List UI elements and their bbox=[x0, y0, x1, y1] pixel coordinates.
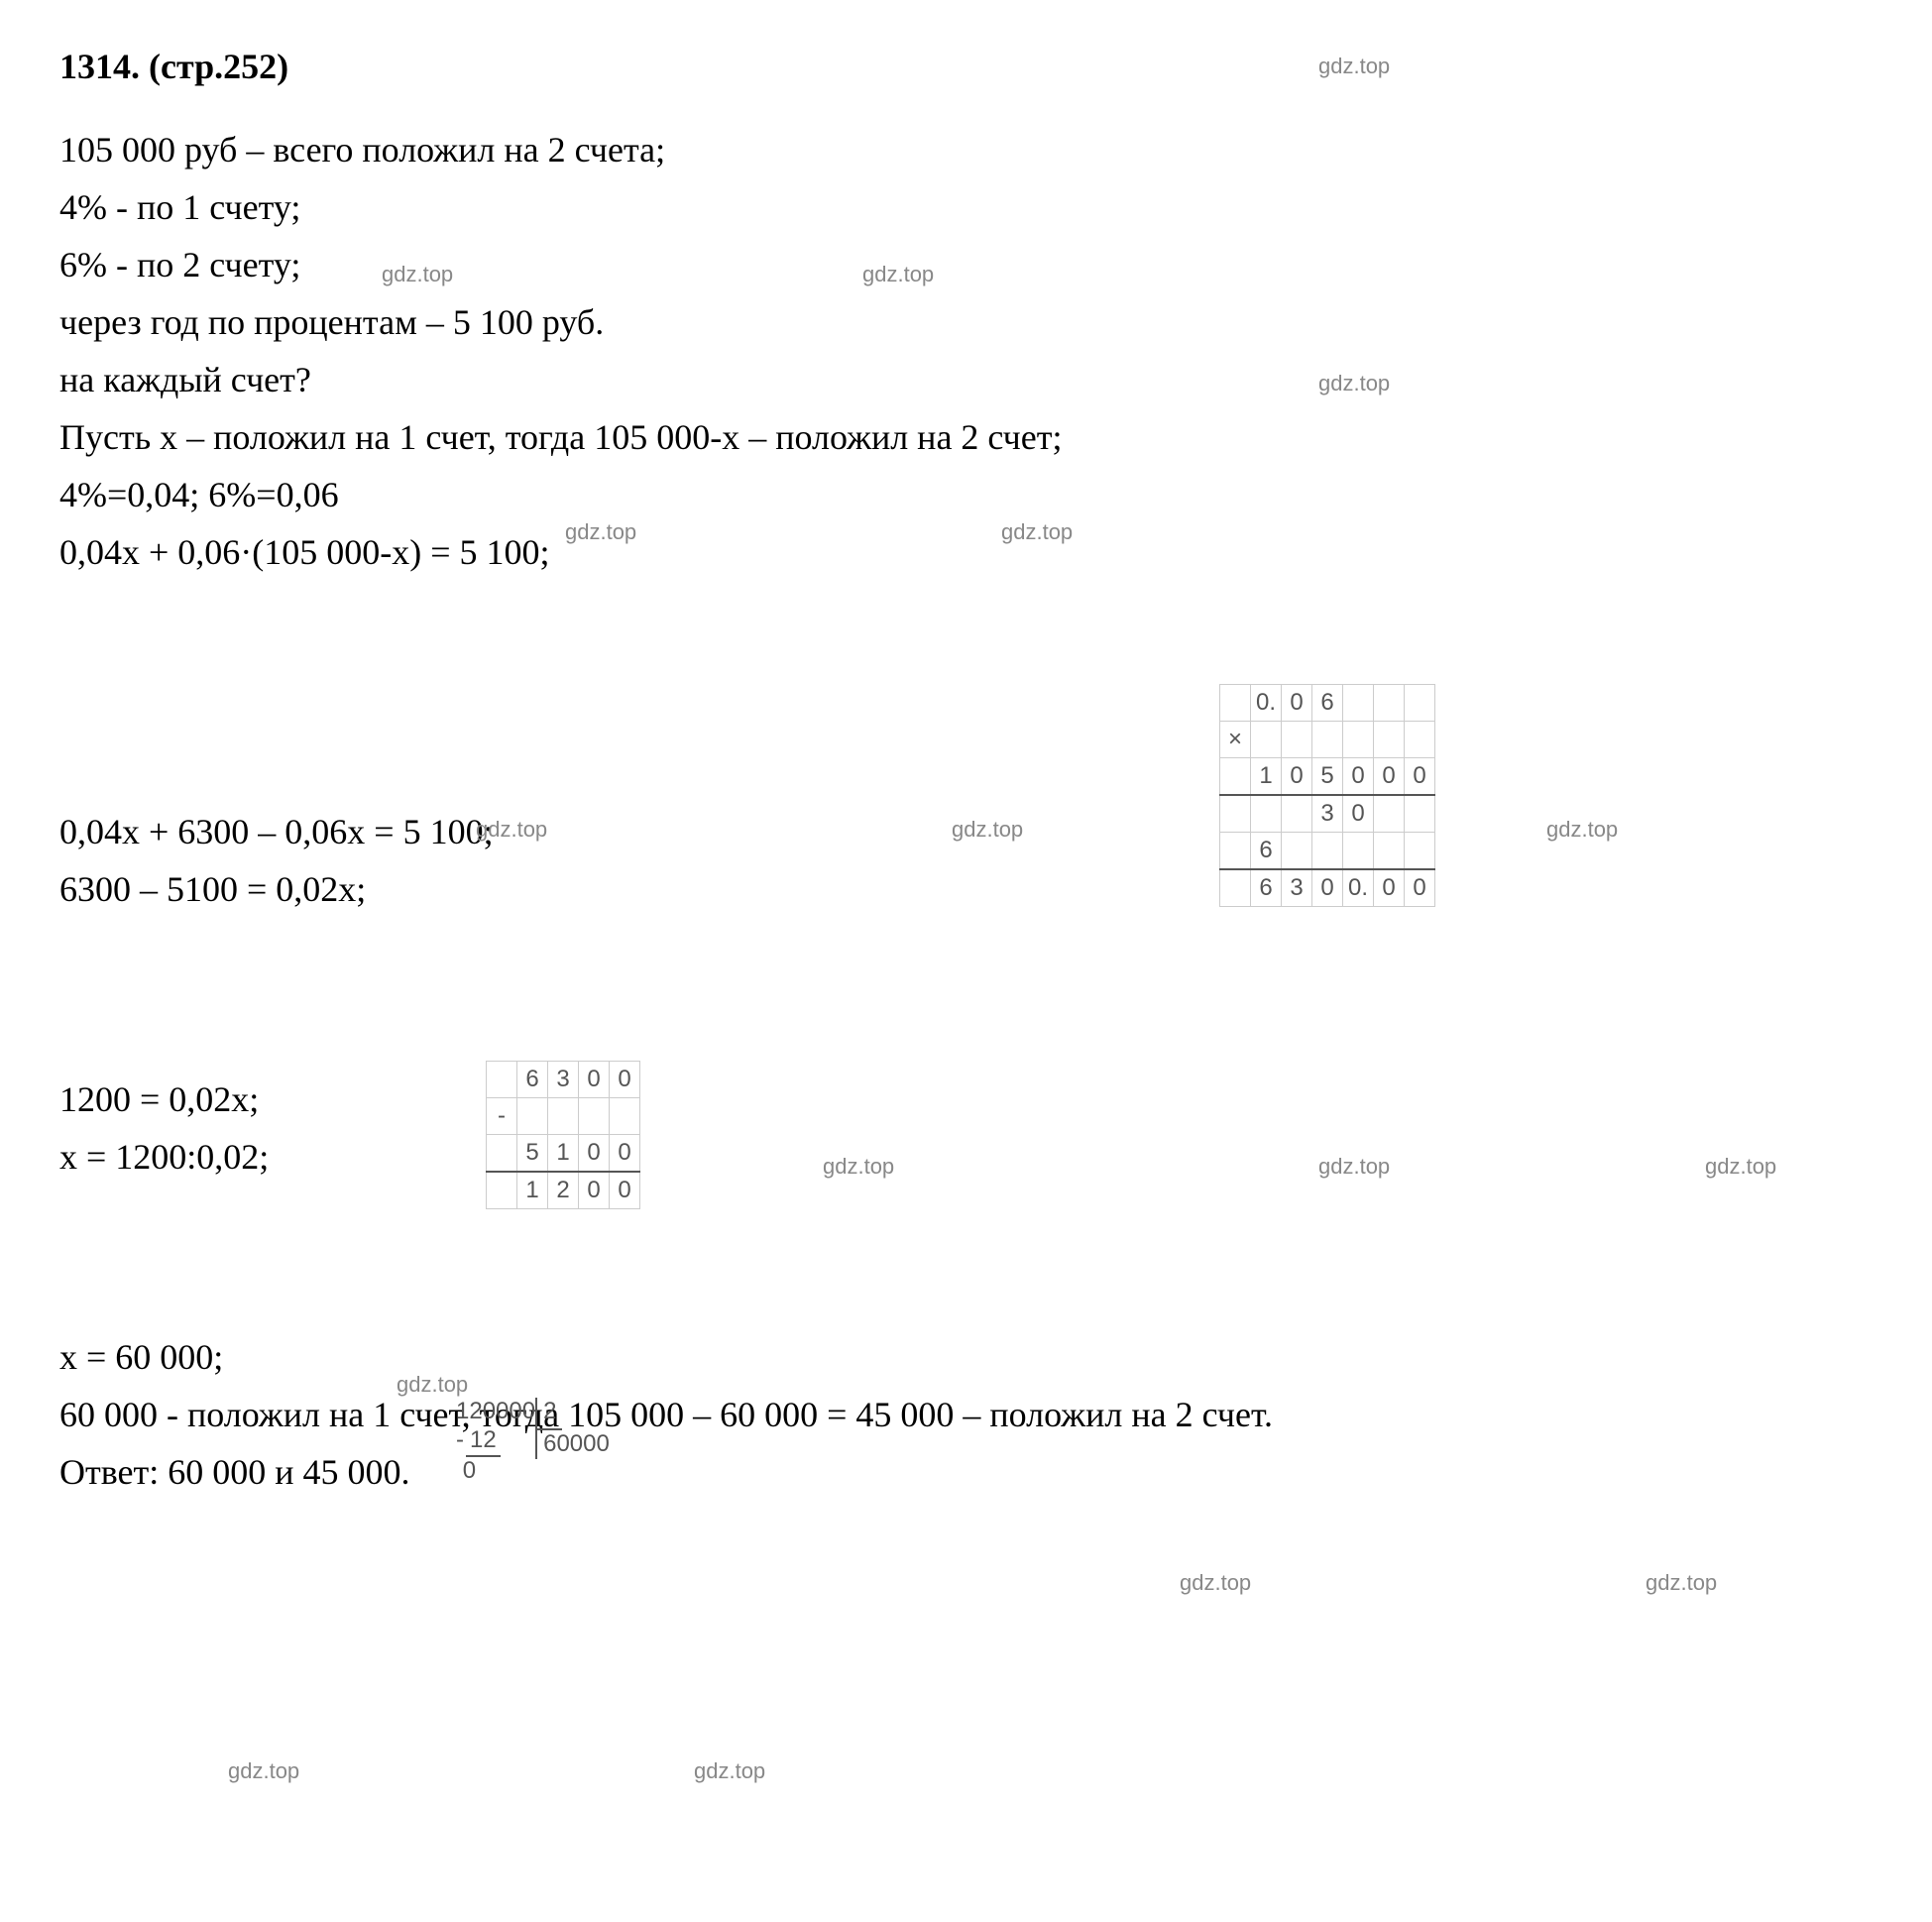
text-line: х = 1200:0,02; bbox=[59, 1130, 1873, 1184]
division-work: 120000-120260000 bbox=[456, 1398, 610, 1485]
text-line: 0,04х + 6300 – 0,06х = 5 100; bbox=[59, 805, 1873, 858]
subtraction-work: 6300-51001200 bbox=[486, 1061, 640, 1209]
text-line: 6% - по 2 счету; bbox=[59, 238, 1873, 291]
watermark: gdz.top bbox=[1180, 1566, 1251, 1599]
watermark: gdz.top bbox=[694, 1754, 765, 1787]
text-line: 105 000 руб – всего положил на 2 счета; bbox=[59, 123, 1873, 176]
text-line: 1200 = 0,02х; bbox=[59, 1073, 1873, 1126]
text-line: 4% - по 1 счету; bbox=[59, 180, 1873, 234]
solution-content: 1314. (стр.252) 105 000 руб – всего поло… bbox=[59, 40, 1873, 1499]
text-line: 6300 – 5100 = 0,02х; bbox=[59, 862, 1873, 916]
text-line: 60 000 - положил на 1 счет, тогда 105 00… bbox=[59, 1388, 1873, 1441]
watermark: gdz.top bbox=[228, 1754, 299, 1787]
problem-title: 1314. (стр.252) bbox=[59, 40, 1873, 93]
text-line: через год по процентам – 5 100 руб. bbox=[59, 295, 1873, 349]
text-line: 4%=0,04; 6%=0,06 bbox=[59, 468, 1873, 521]
text-line: 0,04х + 0,06·(105 000-х) = 5 100; bbox=[59, 525, 1873, 579]
text-line: х = 60 000; bbox=[59, 1330, 1873, 1384]
text-line: Ответ: 60 000 и 45 000. bbox=[59, 1445, 1873, 1499]
text-line: на каждый счет? bbox=[59, 353, 1873, 406]
watermark: gdz.top bbox=[1646, 1566, 1717, 1599]
multiplication-work: 0.06×1050003066300.00 bbox=[1219, 684, 1435, 907]
text-line: Пусть х – положил на 1 счет, тогда 105 0… bbox=[59, 410, 1873, 464]
